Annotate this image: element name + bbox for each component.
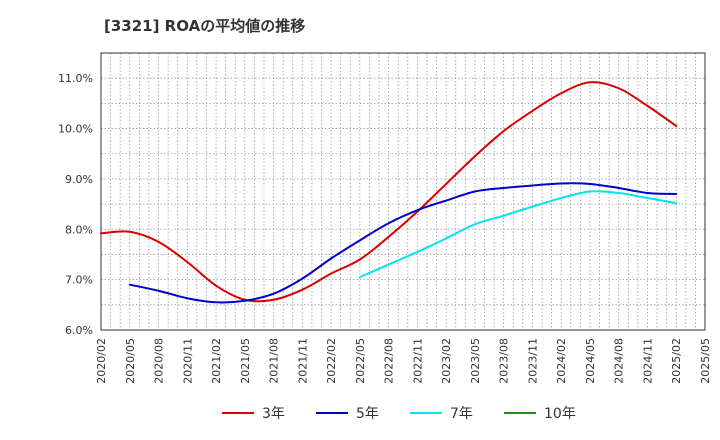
y-tick-label: 9.0% xyxy=(65,173,93,186)
x-tick-label: 2023/05 xyxy=(469,338,482,384)
x-tick-label: 2025/05 xyxy=(699,338,712,384)
x-tick-label: 2020/05 xyxy=(124,338,137,384)
y-tick-label: 8.0% xyxy=(65,223,93,236)
x-tick-label: 2023/11 xyxy=(526,338,539,384)
x-tick-label: 2021/02 xyxy=(210,338,223,384)
x-tick-label: 2023/08 xyxy=(498,338,511,384)
plot-frame xyxy=(100,52,706,331)
y-tick-label: 11.0% xyxy=(58,72,93,85)
x-tick-label: 2021/05 xyxy=(239,338,252,384)
series-line-2 xyxy=(358,190,678,279)
x-tick-label: 2021/11 xyxy=(296,338,309,384)
series-line-1 xyxy=(128,182,678,304)
legend-label-3: 10年 xyxy=(544,406,576,422)
grid xyxy=(101,53,705,330)
y-tick-label: 6.0% xyxy=(65,324,93,337)
series-line-0 xyxy=(100,81,678,303)
x-tick-label: 2020/08 xyxy=(153,338,166,384)
y-tick-label: 10.0% xyxy=(58,123,93,136)
x-tick-label: 2021/08 xyxy=(268,338,281,384)
x-tick-label: 2020/11 xyxy=(181,338,194,384)
legend-label-2: 7年 xyxy=(450,406,473,422)
legend-label-0: 3年 xyxy=(262,406,285,422)
legend-label-1: 5年 xyxy=(356,406,379,422)
x-tick-label: 2022/02 xyxy=(325,338,338,384)
x-tick-label: 2020/02 xyxy=(95,338,108,384)
chart-title: [3321] ROAの平均値の推移 xyxy=(104,17,306,35)
y-tick-label: 7.0% xyxy=(65,274,93,287)
x-axis-ticks: 2020/02 2020/05 2020/08 2020/11 2021/02 2021/… xyxy=(95,338,712,384)
y-axis-ticks: 6.0% 7.0% 8.0% 9.0% 10.0% 11.0% xyxy=(58,72,93,337)
x-tick-label: 2024/11 xyxy=(641,338,654,384)
x-tick-label: 2023/02 xyxy=(440,338,453,384)
x-tick-label: 2025/02 xyxy=(670,338,683,384)
x-tick-label: 2024/02 xyxy=(555,338,568,384)
x-tick-label: 2022/08 xyxy=(383,338,396,384)
series-lines xyxy=(100,81,678,304)
legend: 3年 5年 7年 10年 xyxy=(222,406,576,422)
x-tick-label: 2022/11 xyxy=(411,338,424,384)
x-tick-label: 2024/05 xyxy=(584,338,597,384)
x-tick-label: 2022/05 xyxy=(354,338,367,384)
x-tick-label: 2024/08 xyxy=(613,338,626,384)
